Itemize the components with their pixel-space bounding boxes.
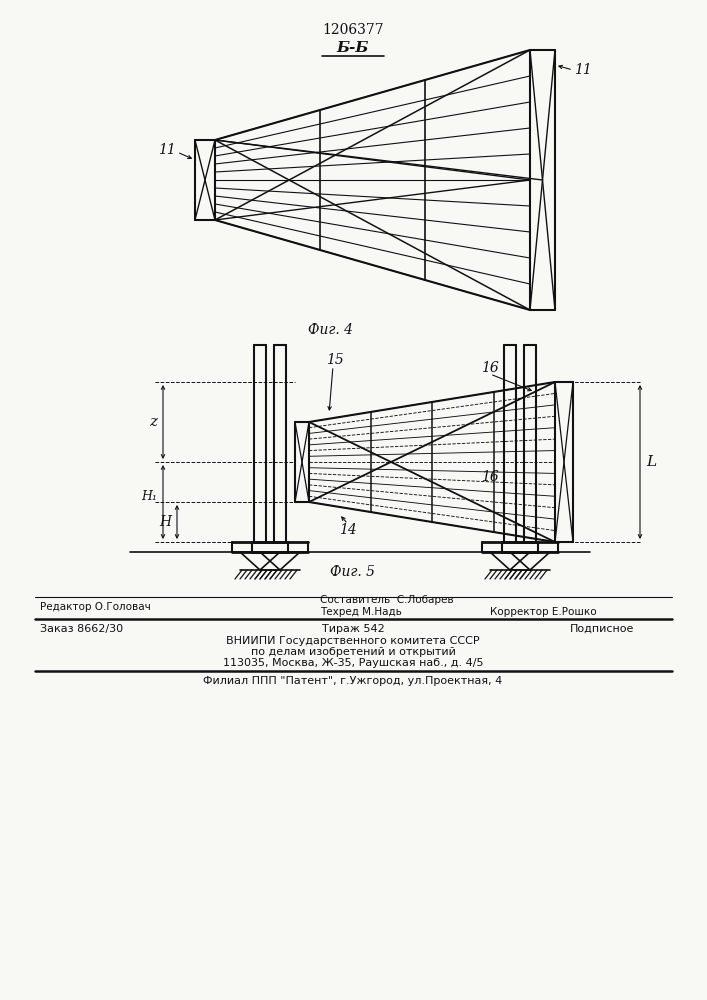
- Text: Б-Б: Б-Б: [337, 41, 369, 55]
- Text: 16: 16: [481, 361, 499, 375]
- Text: Корректор Е.Рошко: Корректор Е.Рошко: [490, 607, 597, 617]
- Text: L: L: [646, 455, 656, 469]
- Text: Фиг. 5: Фиг. 5: [330, 565, 375, 579]
- Text: H: H: [159, 515, 171, 529]
- Text: 11: 11: [574, 63, 592, 77]
- Text: 11: 11: [158, 143, 176, 157]
- Text: 113035, Москва, Ж-35, Раушская наб., д. 4/5: 113035, Москва, Ж-35, Раушская наб., д. …: [223, 658, 484, 668]
- Text: Фиг. 4: Фиг. 4: [308, 323, 353, 337]
- Text: z: z: [149, 415, 157, 429]
- Text: Заказ 8662/30: Заказ 8662/30: [40, 624, 123, 634]
- Text: по делам изобретений и открытий: по делам изобретений и открытий: [250, 647, 455, 657]
- Text: Редактор О.Головач: Редактор О.Головач: [40, 602, 151, 612]
- Text: ВНИИПИ Государственного комитета СССР: ВНИИПИ Государственного комитета СССР: [226, 636, 480, 646]
- Text: 15: 15: [326, 353, 344, 367]
- Text: 14: 14: [339, 523, 357, 537]
- Text: H₁: H₁: [141, 490, 157, 504]
- Text: Филиал ППП "Патент", г.Ужгород, ул.Проектная, 4: Филиал ППП "Патент", г.Ужгород, ул.Проек…: [204, 676, 503, 686]
- Text: Подписное: Подписное: [570, 624, 634, 634]
- Text: Техред М.Надь: Техред М.Надь: [320, 607, 402, 617]
- Text: Тираж 542: Тираж 542: [322, 624, 385, 634]
- Text: Составитель  С.Лобарев: Составитель С.Лобарев: [320, 595, 454, 605]
- Text: 1206377: 1206377: [322, 23, 384, 37]
- Text: 16: 16: [481, 470, 499, 484]
